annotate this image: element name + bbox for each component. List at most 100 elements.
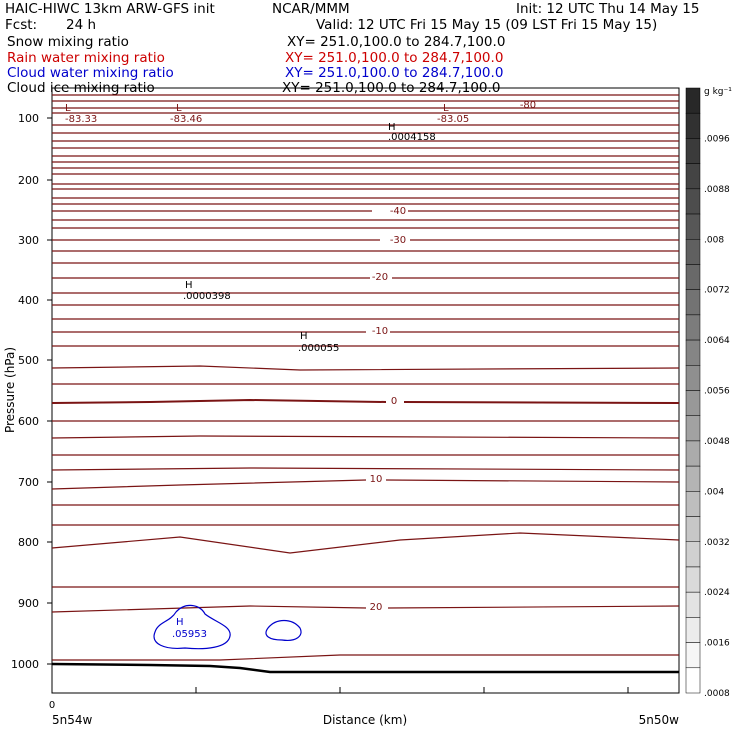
isotherm-label--40: -40 xyxy=(390,206,406,217)
extremum-value-1: -83.46 xyxy=(170,114,202,125)
colorbar-tick-1: .0088 xyxy=(704,185,730,195)
extremum-value-0: -83.33 xyxy=(65,114,97,125)
extremum-value-4: .0000398 xyxy=(183,291,231,302)
extremum-marker-5: H xyxy=(300,331,308,342)
colorbar-cell-23 xyxy=(685,667,701,694)
extremum-value-2: -83.05 xyxy=(437,114,469,125)
contour-annotations: L-83.33L-83.46L-83.05H.0004158H.0000398H… xyxy=(65,103,469,640)
y-tick-label-400: 400 xyxy=(18,294,39,307)
y-tick-label-900: 900 xyxy=(18,597,39,610)
colorbar-cell-4 xyxy=(685,188,701,215)
colorbar-cell-18 xyxy=(685,541,701,568)
colorbar-tick-7: .004 xyxy=(704,487,724,497)
colorbar-cell-3 xyxy=(685,163,701,190)
y-tick-label-700: 700 xyxy=(18,476,39,489)
x-start-value: 0 xyxy=(49,700,55,711)
colorbar-tick-10: .0016 xyxy=(704,639,730,649)
plot-frame xyxy=(51,87,680,694)
init-time: Init: 12 UTC Thu 14 May 15 xyxy=(516,1,700,17)
colorbar-cell-9 xyxy=(685,314,701,341)
isotherm-32 xyxy=(51,365,680,371)
colorbar-units: g kg⁻¹ xyxy=(704,87,732,97)
y-tick-label-200: 200 xyxy=(18,174,39,187)
model-title: HAIC-HIWC 13km ARW-GFS init xyxy=(5,1,215,17)
cloud-water-contour-2 xyxy=(265,619,302,641)
y-tick-label-300: 300 xyxy=(18,234,39,247)
colorbar-tick-5: .0056 xyxy=(704,387,730,397)
colorbar-tick-8: .0032 xyxy=(704,538,730,548)
colorbar-tick-11: .0008 xyxy=(704,689,730,699)
y-tick-label-500: 500 xyxy=(18,354,39,367)
x-axis-ticks xyxy=(51,687,629,693)
colorbar-cell-14 xyxy=(685,440,701,467)
colorbar-tick-4: .0064 xyxy=(704,336,730,346)
colorbar-cell-2 xyxy=(685,138,701,164)
colorbar-cell-8 xyxy=(685,289,701,316)
field-name-rain: Rain water mixing ratio xyxy=(7,50,165,66)
isotherm-46 xyxy=(51,605,367,613)
y-axis-ticks: 100 200 300 400 500 600 700 800 900 1000 xyxy=(11,112,52,671)
forecast-label: Fcst: xyxy=(5,17,38,33)
y-tick-label-800: 800 xyxy=(18,536,39,549)
isotherm-39 xyxy=(51,467,680,471)
isotherm-zero xyxy=(51,398,680,404)
y-axis-label: Pressure (hPa) xyxy=(3,347,17,433)
extremum-value-6: .05953 xyxy=(172,629,207,640)
colorbar-tick-2: .008 xyxy=(704,235,724,245)
colorbar-tick-0: .0096 xyxy=(704,134,730,144)
field-name-snow: Snow mixing ratio xyxy=(7,34,129,50)
colorbar-cell-12 xyxy=(685,390,701,416)
colorbar-cell-10 xyxy=(685,339,701,366)
temperature-contours: -80 -40 -30 -20 -10 0 10 20 xyxy=(51,94,680,661)
colorbar-cell-16 xyxy=(685,491,701,517)
isotherm-44 xyxy=(51,532,680,554)
isotherm-48 xyxy=(52,654,679,661)
colorbar-cell-13 xyxy=(685,415,701,442)
colorbar-cell-22 xyxy=(685,642,701,669)
colorbar-tick-6: .0048 xyxy=(704,437,730,447)
colorbar-cell-21 xyxy=(685,617,701,643)
colorbar-tick-9: .0024 xyxy=(704,588,730,598)
isotherm-label--20: -20 xyxy=(372,272,388,283)
extremum-marker-0: L xyxy=(65,103,71,114)
x-left-label: 5n54w xyxy=(52,713,93,727)
colorbar-cell-1 xyxy=(685,112,701,139)
cloud-water-contour-1 xyxy=(153,604,231,650)
extremum-marker-3: H xyxy=(388,122,396,133)
extremum-marker-4: H xyxy=(185,280,193,291)
colorbar-cell-20 xyxy=(685,591,701,618)
extremum-marker-2: L xyxy=(443,103,449,114)
colorbar-cell-15 xyxy=(685,465,701,492)
isotherm-37 xyxy=(51,435,680,439)
colorbar-cell-17 xyxy=(685,516,701,543)
isotherm-label--10: -10 xyxy=(372,326,388,337)
isotherm-label--80: -80 xyxy=(520,100,536,111)
isotherm-40 xyxy=(51,479,367,490)
isotherm-label-10: 10 xyxy=(370,474,383,485)
y-tick-label-1000: 1000 xyxy=(11,658,39,671)
isotherm-label-0: 0 xyxy=(391,396,397,407)
y-tick-label-100: 100 xyxy=(18,112,39,125)
org-label: NCAR/MMM xyxy=(272,1,350,17)
terrain-surface xyxy=(51,662,679,674)
isotherm-41 xyxy=(385,479,680,483)
extremum-marker-6: H xyxy=(176,617,184,628)
colorbar-cell-7 xyxy=(685,264,701,290)
valid-time: Valid: 12 UTC Fri 15 May 15 (09 LST Fri … xyxy=(316,17,658,33)
isotherm-label--30: -30 xyxy=(390,235,406,246)
field-xy-cloud-water: XY= 251.0,100.0 to 284.7,100.0 xyxy=(285,65,504,81)
field-xy-snow: XY= 251.0,100.0 to 284.7,100.0 xyxy=(287,34,506,50)
colorbar-cell-19 xyxy=(685,566,701,593)
isotherm-47 xyxy=(387,605,680,609)
cloud-water-contours xyxy=(153,604,302,650)
field-name-cloud-water: Cloud water mixing ratio xyxy=(7,65,174,81)
x-axis-label: Distance (km) xyxy=(323,713,407,727)
colorbar-cell-5 xyxy=(685,213,701,240)
colorbar-tick-3: .0072 xyxy=(704,286,730,296)
field-xy-rain: XY= 251.0,100.0 to 284.7,100.0 xyxy=(285,50,504,66)
x-right-label: 5n50w xyxy=(639,713,680,727)
isotherm-label-20: 20 xyxy=(370,602,383,613)
y-tick-label-600: 600 xyxy=(18,415,39,428)
colorbar-cell-0 xyxy=(685,87,701,114)
